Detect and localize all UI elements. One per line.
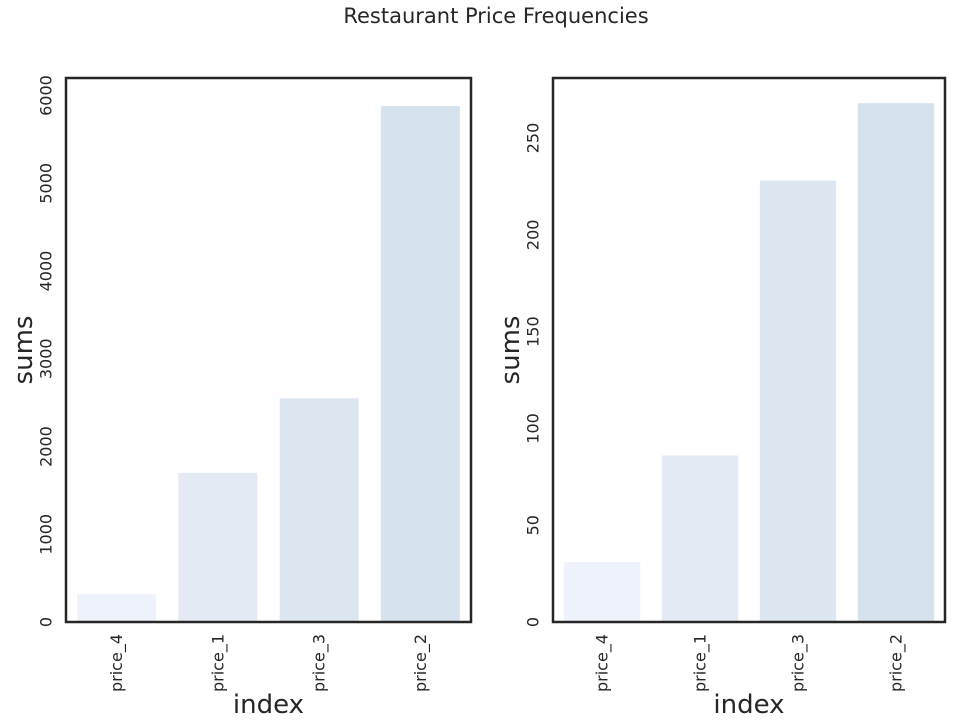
- x-tick-label: price_3: [310, 634, 330, 692]
- x-tick-label: price_2: [887, 634, 907, 692]
- y-tick-label: 3000: [37, 338, 56, 379]
- y-tick-label: 6000: [37, 75, 56, 116]
- y-tick-label: 0: [524, 617, 543, 627]
- x-axis-label: index: [713, 690, 784, 720]
- bar-price_2: [857, 103, 935, 623]
- y-tick-label: 5000: [37, 163, 56, 204]
- x-tick-label: price_4: [107, 634, 127, 692]
- chart-panel-1: 0 1000 2000 3000 4000 5000 6000 price_4 price_1 p…: [9, 75, 473, 720]
- y-axis-label: sums: [9, 316, 39, 385]
- x-tick-label: price_1: [691, 634, 711, 692]
- y-tick-label: 4000: [37, 251, 56, 292]
- y-tick-label: 250: [524, 123, 543, 154]
- bar-price_2: [380, 106, 460, 623]
- bar-price_4: [77, 593, 157, 622]
- axes-frame: [64, 76, 473, 624]
- x-axis-label: index: [233, 690, 304, 720]
- figure-title: Restaurant Price Frequencies: [343, 4, 648, 28]
- y-tick-label: 200: [524, 220, 543, 251]
- bar-price_4: [563, 561, 641, 622]
- y-tick-label: 1000: [37, 514, 56, 555]
- bar-price_3: [279, 398, 359, 622]
- bar-price_1: [178, 472, 258, 622]
- y-tick-label: 0: [37, 617, 56, 627]
- bar-price_3: [759, 180, 837, 622]
- x-tick-label: price_2: [411, 634, 431, 692]
- y-axis-label: sums: [496, 316, 526, 385]
- bar-price_1: [661, 455, 739, 622]
- x-tick-label: price_4: [593, 634, 613, 692]
- x-tick-label: price_1: [208, 634, 228, 692]
- y-tick-label: 150: [524, 316, 543, 347]
- x-tick-label: price_3: [789, 634, 809, 692]
- chart-panel-2: 0 50 100 150 200 250 price_4 price_1 price_3 pric…: [496, 76, 947, 720]
- y-tick-label: 50: [524, 515, 543, 535]
- axes-frame: [551, 76, 947, 624]
- y-tick-label: 2000: [37, 426, 56, 467]
- y-tick-label: 100: [524, 413, 543, 444]
